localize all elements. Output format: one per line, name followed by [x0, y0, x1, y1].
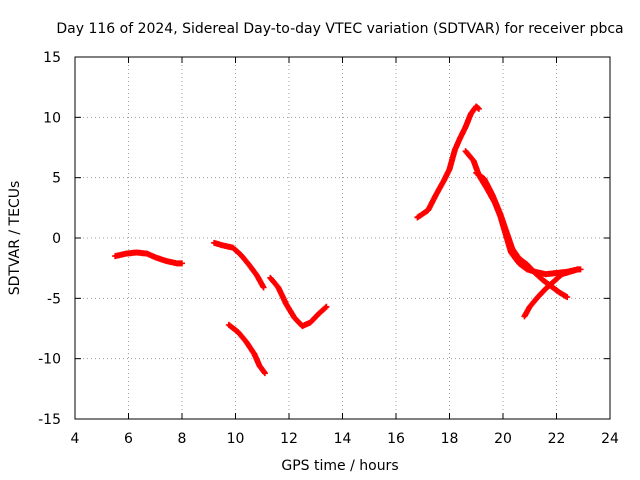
- data-point: [564, 294, 571, 301]
- x-tick-label: 16: [387, 431, 405, 447]
- series-arc-5: [414, 103, 482, 221]
- x-tick-label: 6: [124, 431, 133, 447]
- y-tick-label: -10: [38, 352, 61, 368]
- series-arc-8: [521, 266, 581, 320]
- axis-ticks: 4 6 8 10 12 14 16 18 20 22 24 -15 -10 -5 0 5 10 15: [38, 50, 619, 447]
- series-arc-4: [267, 274, 330, 330]
- x-tick-label: 18: [441, 431, 459, 447]
- data-point: [475, 105, 482, 112]
- data-point: [475, 105, 482, 112]
- y-tick-label: 5: [52, 171, 61, 187]
- y-tick-label: 10: [43, 110, 61, 126]
- y-tick-label: -15: [38, 412, 61, 428]
- y-tick-label: -5: [47, 291, 61, 307]
- series-arc-7: [473, 169, 571, 301]
- x-tick-label: 10: [227, 431, 245, 447]
- data-point: [323, 303, 330, 310]
- y-tick-label: 15: [43, 50, 61, 66]
- data-point: [261, 370, 268, 377]
- x-tick-label: 4: [71, 431, 80, 447]
- y-tick-label: 0: [52, 231, 61, 247]
- data-point: [179, 260, 185, 267]
- series-arc-2: [211, 239, 267, 291]
- x-tick-label: 12: [280, 431, 298, 447]
- data-point: [574, 266, 581, 273]
- grid-lines: [75, 57, 610, 419]
- x-tick-label: 24: [601, 431, 619, 447]
- data-point: [260, 284, 267, 291]
- x-tick-label: 14: [334, 431, 352, 447]
- x-tick-label: 22: [548, 431, 566, 447]
- chart-title: Day 116 of 2024, Sidereal Day-to-day VTE…: [56, 21, 623, 37]
- y-axis-label: SDTVAR / TECUs: [7, 181, 23, 296]
- series-arc-3: [225, 321, 268, 377]
- data-point: [322, 304, 329, 311]
- x-tick-label: 8: [178, 431, 187, 447]
- series-arc-1: [112, 249, 185, 267]
- data-points: [112, 103, 584, 377]
- x-axis-label: GPS time / hours: [281, 458, 398, 474]
- x-tick-label: 20: [494, 431, 512, 447]
